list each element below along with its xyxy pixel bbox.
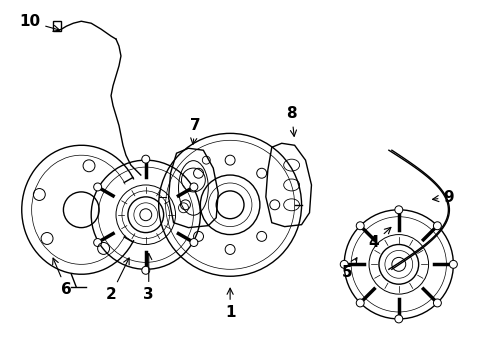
Text: 10: 10 (19, 14, 60, 31)
Circle shape (94, 239, 101, 247)
Text: 9: 9 (433, 190, 454, 205)
Text: 3: 3 (144, 253, 154, 302)
Circle shape (356, 222, 364, 230)
Circle shape (94, 183, 101, 191)
Text: 5: 5 (342, 258, 357, 280)
Text: 6: 6 (52, 258, 72, 297)
Circle shape (142, 155, 150, 163)
Circle shape (434, 299, 441, 307)
Text: 4: 4 (368, 228, 391, 251)
Circle shape (434, 222, 441, 230)
Circle shape (142, 266, 150, 274)
Circle shape (190, 239, 198, 247)
Bar (53, 21, 61, 31)
Text: 1: 1 (225, 288, 235, 320)
Text: 2: 2 (106, 258, 129, 302)
Circle shape (395, 315, 403, 323)
Circle shape (356, 299, 364, 307)
Circle shape (395, 206, 403, 214)
Circle shape (449, 260, 457, 268)
Text: 8: 8 (286, 107, 297, 136)
Circle shape (340, 260, 348, 268)
Text: 7: 7 (190, 118, 201, 144)
Circle shape (190, 183, 198, 191)
